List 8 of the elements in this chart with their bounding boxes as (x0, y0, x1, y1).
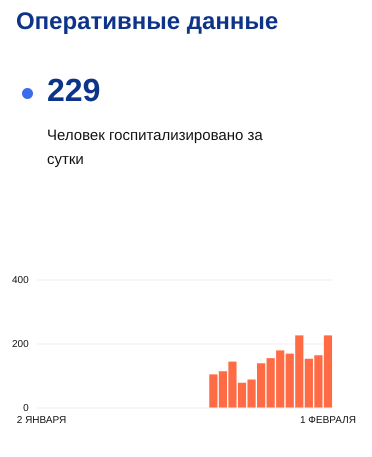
y-tick-label: 400 (12, 274, 30, 286)
chart-title: Оперативные данные (16, 8, 278, 36)
x-tick-label: 2 ЯНВАРЯ (16, 414, 66, 426)
y-tick-label: 0 (23, 402, 30, 414)
text: 229 (47, 72, 100, 109)
y-tick-label: 200 (12, 338, 30, 350)
text: Человек госпитализировано за сутки (47, 126, 264, 170)
x-tick-label: 1 ФЕВРАЛЯ (300, 414, 356, 426)
